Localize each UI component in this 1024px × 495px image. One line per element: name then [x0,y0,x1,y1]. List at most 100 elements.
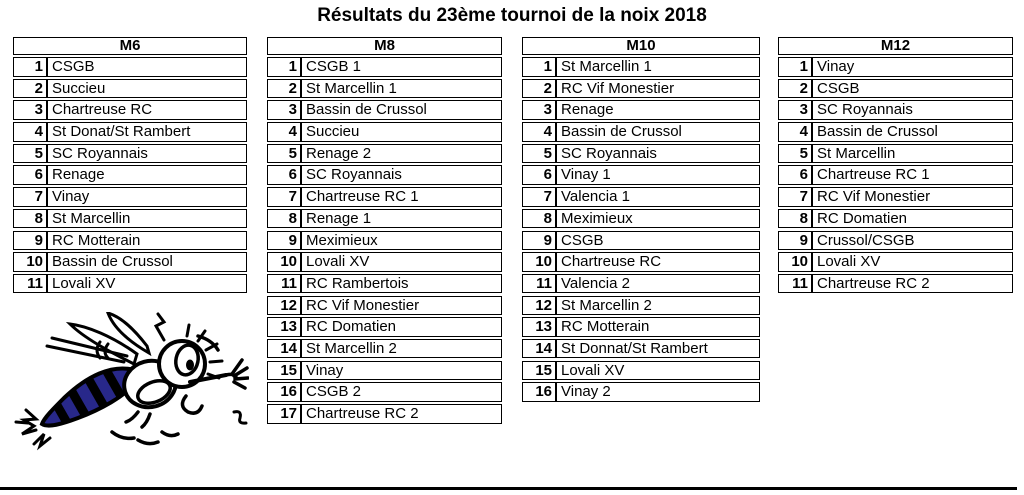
team-name-cell: Vinay 1 [561,166,611,184]
team-name-cell: Succieu [306,123,360,141]
results-table-m8: M8 1 CSGB 1 2 St Marcellin 1 3 Bassin de Crus… [267,37,502,426]
rank-cell: 5 [268,144,302,163]
table-header: M12 [778,37,1013,55]
team-name-cell: CSGB [52,58,95,75]
rank-cell: 8 [523,209,557,228]
team-name-cell: Succieu [52,79,106,97]
rank-cell: 10 [779,253,813,271]
table-row: 1 CSGB 1 [267,57,502,77]
table-row: 4 Bassin de Crussol [778,122,1013,142]
table-row: 16 Vinay 2 [522,382,760,402]
rank-cell: 9 [268,231,302,249]
results-table-m12: M12 1 Vinay 2 CSGB 3 SC Royannais 4 Bassin de C… [778,37,1013,296]
table-row: 6 Renage [13,165,247,185]
table-header: M6 [13,37,247,55]
team-name-cell: Vinay [52,188,90,206]
table-row: 11 Valencia 2 [522,273,760,294]
team-name-cell: Vinay [817,58,855,75]
rank-cell: 15 [523,361,557,380]
table-row: 4 St Donat/St Rambert [13,122,247,142]
team-name-cell: RC Rambertois [306,274,409,292]
rank-cell: 3 [779,101,813,119]
team-name-cell: Lovali XV [306,253,370,271]
rank-cell: 6 [523,166,557,184]
team-name-cell: Chartreuse RC [561,253,662,271]
table-row: 11 RC Rambertois [267,273,502,294]
table-row: 8 Meximieux [522,208,760,229]
table-row: 13 RC Motterain [522,317,760,337]
table-row: 13 RC Domatien [267,317,502,337]
team-name-cell: Renage 2 [306,144,372,162]
team-name-cell: Bassin de Crussol [561,123,682,141]
team-name-cell: CSGB [817,79,860,97]
team-name-cell: Chartreuse RC 1 [306,188,419,206]
table-row: 3 Renage [522,100,760,120]
team-name-cell: Valencia 2 [561,274,630,292]
table-rows: 1 CSGB 1 2 St Marcellin 1 3 Bassin de Crussol… [267,57,502,424]
rank-cell: 7 [779,188,813,206]
rank-cell: 9 [779,231,813,249]
rank-cell: 7 [268,188,302,206]
rank-cell: 7 [523,188,557,206]
rank-cell: 3 [523,101,557,119]
rank-cell: 8 [14,209,48,228]
table-row: 8 St Marcellin [13,208,247,229]
team-name-cell: St Marcellin [52,209,131,227]
team-name-cell: Renage [52,166,105,184]
rank-cell: 11 [779,274,813,293]
table-row: 1 Vinay [778,57,1013,77]
table-row: 3 Chartreuse RC [13,100,247,120]
table-row: 7 Vinay [13,187,247,207]
rank-cell: 1 [779,58,813,76]
team-name-cell: SC Royannais [52,144,148,162]
rank-cell: 9 [523,231,557,249]
rank-cell: 15 [268,361,302,380]
team-name-cell: Meximieux [306,231,378,249]
team-name-cell: Chartreuse RC 1 [817,166,930,184]
team-name-cell: Bassin de Crussol [306,101,427,119]
table-row: 10 Bassin de Crussol [13,252,247,272]
team-name-cell: Chartreuse RC [52,101,153,119]
table-row: 12 RC Vif Monestier [267,295,502,316]
rank-cell: 12 [268,296,302,315]
table-row: 14 St Marcellin 2 [267,338,502,359]
table-row: 2 St Marcellin 1 [267,78,502,99]
table-row: 5 SC Royannais [13,143,247,164]
table-row: 7 RC Vif Monestier [778,187,1013,207]
table-row: 8 Renage 1 [267,208,502,229]
rank-cell: 2 [523,79,557,98]
table-row: 10 Lovali XV [778,252,1013,272]
table-row: 5 St Marcellin [778,143,1013,164]
rank-cell: 6 [268,166,302,184]
rank-cell: 11 [14,274,48,293]
rank-cell: 8 [779,209,813,228]
rank-cell: 12 [523,296,557,315]
table-row: 10 Chartreuse RC [522,252,760,272]
team-name-cell: SC Royannais [817,101,913,119]
table-row: 5 SC Royannais [522,143,760,164]
team-name-cell: St Donnat/St Rambert [561,339,708,357]
table-row: 3 Bassin de Crussol [267,100,502,120]
table-row: 15 Lovali XV [522,360,760,381]
table-row: 2 RC Vif Monestier [522,78,760,99]
rank-cell: 13 [523,318,557,336]
table-row: 3 SC Royannais [778,100,1013,120]
rank-cell: 1 [523,58,557,76]
rank-cell: 14 [523,339,557,358]
table-row: 7 Chartreuse RC 1 [267,187,502,207]
table-row: 9 CSGB [522,230,760,250]
table-rows: 1 St Marcellin 1 2 RC Vif Monestier 3 Renage 4… [522,57,760,402]
rank-cell: 4 [14,123,48,141]
rank-cell: 11 [268,274,302,293]
rank-cell: 1 [14,58,48,76]
rank-cell: 7 [14,188,48,206]
team-name-cell: Lovali XV [52,274,116,292]
rank-cell: 13 [268,318,302,336]
team-name-cell: St Donat/St Rambert [52,123,191,141]
table-row: 9 RC Motterain [13,230,247,250]
table-row: 10 Lovali XV [267,252,502,272]
team-name-cell: SC Royannais [561,144,657,162]
team-name-cell: St Marcellin [817,144,896,162]
table-row: 5 Renage 2 [267,143,502,164]
